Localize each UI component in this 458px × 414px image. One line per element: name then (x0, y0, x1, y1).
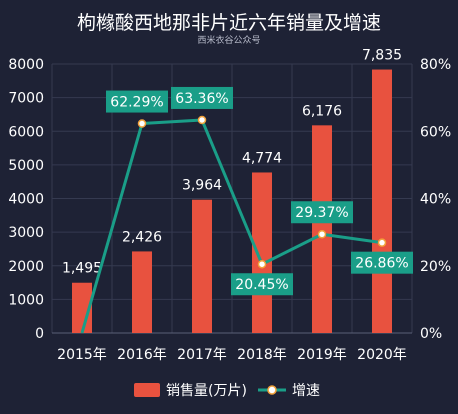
legend-bar-label: 销售量(万片) (166, 383, 247, 399)
y-left-axis: 0 1000 2000 3000 4000 5000 6000 7000 8000 (8, 57, 44, 342)
line-label-box (171, 86, 233, 109)
y-right-axis: 0% 20% 40% 60% 80% (420, 57, 451, 342)
line-point (197, 115, 207, 125)
y-left-tick-label: 1000 (8, 292, 44, 308)
y-left-tick-label: 2000 (8, 259, 44, 275)
legend[interactable]: 销售量(万片) 增速 (134, 383, 320, 399)
y-right-tick-label: 40% (420, 192, 451, 208)
y-right-tick-label: 20% (420, 259, 451, 275)
y-left-tick-label: 4000 (8, 192, 44, 208)
x-tick-label: 2020年 (357, 347, 407, 363)
bar-data-label: 7,835 (362, 48, 402, 64)
line-point (257, 259, 267, 269)
x-tick-label: 2019年 (297, 347, 347, 363)
x-tick-label: 2017年 (177, 347, 227, 363)
legend-line-marker (267, 385, 277, 395)
y-left-tick-label: 6000 (8, 124, 44, 140)
line-point (377, 238, 387, 247)
bar (132, 251, 152, 333)
line-label-box (291, 201, 353, 224)
line-data-label: 63.36% (175, 91, 228, 107)
x-tick-label: 2015年 (57, 347, 107, 363)
legend-bar-swatch (134, 383, 160, 397)
line-label-box (231, 273, 293, 296)
y-right-tick-label: 0% (420, 326, 442, 342)
line-data-label: 29.37% (295, 205, 348, 221)
bar-data-label: 1,495 (62, 261, 102, 277)
y-left-tick-label: 7000 (8, 91, 44, 107)
line-point (317, 229, 327, 239)
bar (372, 69, 392, 333)
x-tick-label: 2018年 (237, 347, 287, 363)
line-label-box (106, 90, 168, 113)
y-left-tick-label: 0 (35, 326, 44, 342)
bar-data-label: 4,774 (242, 150, 282, 166)
bar (312, 125, 332, 333)
x-tick-label: 2016年 (117, 347, 167, 363)
chart-subtitle: 西米衣谷公众号 (197, 34, 260, 46)
y-right-tick-label: 60% (420, 124, 451, 140)
bar (252, 172, 272, 333)
line-data-label: 62.29% (110, 95, 163, 111)
x-axis: 2015年 2016年 2017年 2018年 2019年 2020年 (52, 332, 412, 363)
growth-line (80, 118, 383, 334)
y-left-tick-label: 8000 (8, 57, 44, 73)
line-point (137, 119, 147, 128)
bar (192, 199, 212, 333)
line-data-label: 20.45% (235, 277, 288, 293)
line-data-label: 26.86% (355, 256, 408, 272)
line-series: 62.29% 63.36% 20.45% 29.37% 26.86% (80, 86, 413, 334)
y-left-tick-label: 3000 (8, 225, 44, 241)
bar-data-label: 6,176 (302, 103, 342, 119)
y-left-tick-label: 5000 (8, 158, 44, 174)
y-right-tick-label: 80% (420, 57, 451, 73)
legend-line-label: 增速 (292, 383, 320, 399)
bar-data-label: 3,964 (182, 178, 222, 194)
chart-title: 枸橼酸西地那非片近六年销量及增速 (77, 12, 381, 34)
line-label-box (351, 251, 413, 274)
bar-data-label: 2,426 (122, 229, 162, 245)
